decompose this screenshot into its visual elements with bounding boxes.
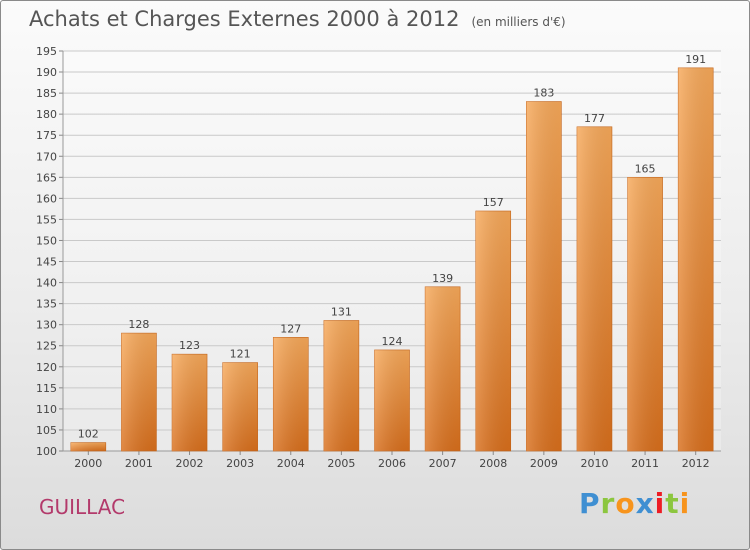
data-label: 127 [280, 322, 301, 335]
data-label: 121 [230, 348, 251, 361]
x-tick-label: 2011 [631, 457, 659, 470]
y-tick-label: 165 [36, 171, 57, 184]
logo-letter: i [654, 487, 666, 520]
bar-shade [70, 442, 106, 451]
x-tick-label: 2004 [277, 457, 305, 470]
y-tick-label: 195 [36, 45, 57, 58]
bar-shade [121, 333, 157, 451]
x-tick-label: 2010 [580, 457, 608, 470]
y-tick-label: 170 [36, 150, 57, 163]
y-tick-label: 150 [36, 234, 57, 247]
data-label: 124 [382, 335, 403, 348]
bar-shade [172, 354, 208, 451]
data-label: 123 [179, 339, 200, 352]
data-label: 191 [685, 53, 706, 66]
data-label: 131 [331, 305, 352, 318]
chart-title: Achats et Charges Externes 2000 à 2012 [29, 7, 460, 31]
logo-letter: r [600, 487, 616, 520]
x-tick-label: 2007 [429, 457, 457, 470]
data-label: 157 [483, 196, 504, 209]
y-tick-label: 125 [36, 340, 57, 353]
data-label: 128 [128, 318, 149, 331]
x-tick-label: 2001 [125, 457, 153, 470]
y-tick-label: 185 [36, 87, 57, 100]
logo-letter: x [635, 487, 655, 520]
bar-shade [627, 177, 663, 451]
y-tick-label: 120 [36, 361, 57, 374]
logo-letter: i [679, 487, 691, 520]
y-tick-label: 115 [36, 382, 57, 395]
bar-shade [475, 211, 511, 451]
title-row: Achats et Charges Externes 2000 à 2012 (e… [29, 7, 566, 31]
x-tick-label: 2002 [176, 457, 204, 470]
bar-shade [222, 362, 258, 451]
logo-letter: o [615, 487, 636, 520]
y-tick-label: 140 [36, 277, 57, 290]
town-name: GUILLAC [39, 495, 126, 519]
y-tick-label: 190 [36, 66, 57, 79]
x-tick-label: 2000 [74, 457, 102, 470]
data-label: 139 [432, 272, 453, 285]
y-tick-label: 145 [36, 256, 57, 269]
y-tick-label: 135 [36, 298, 57, 311]
y-tick-label: 100 [36, 445, 57, 458]
bar-shade [323, 320, 359, 451]
bar-shade [526, 101, 562, 452]
x-tick-label: 2009 [530, 457, 558, 470]
logo-letter: t [665, 487, 680, 520]
logo-letter: P [579, 487, 601, 520]
x-tick-label: 2005 [327, 457, 355, 470]
data-label: 165 [635, 162, 656, 175]
bar-shade [576, 126, 612, 451]
x-tick-label: 2006 [378, 457, 406, 470]
y-tick-label: 155 [36, 213, 57, 226]
bar-shade [678, 67, 714, 451]
data-label: 102 [78, 428, 99, 441]
y-tick-label: 180 [36, 108, 57, 121]
bar-shade [425, 286, 461, 451]
x-tick-label: 2008 [479, 457, 507, 470]
data-label: 177 [584, 112, 605, 125]
y-tick-label: 130 [36, 319, 57, 332]
x-tick-label: 2003 [226, 457, 254, 470]
unit-label: (en milliers d'€) [471, 15, 566, 29]
bar-shade [374, 349, 410, 451]
data-label: 183 [533, 87, 554, 100]
proxiti-logo: Proxiti [579, 487, 690, 520]
y-tick-label: 175 [36, 129, 57, 142]
y-tick-label: 160 [36, 192, 57, 205]
y-tick-label: 105 [36, 424, 57, 437]
x-tick-label: 2012 [682, 457, 710, 470]
bar-shade [273, 337, 309, 451]
y-tick-label: 110 [36, 403, 57, 416]
